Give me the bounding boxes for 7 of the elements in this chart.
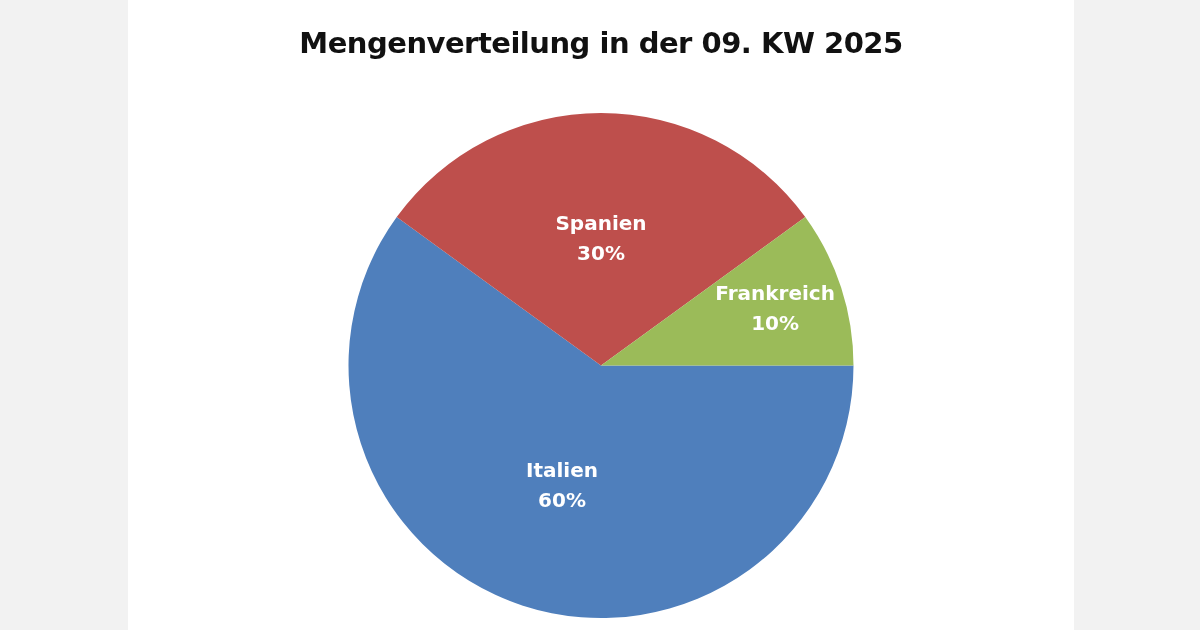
data-label: 60% <box>538 487 586 512</box>
chart-title: Mengenverteilung in der 09. KW 2025 <box>298 26 904 60</box>
slice-label: Frankreich <box>715 281 835 306</box>
slice-label: Italien <box>525 457 598 482</box>
slice-label: Spanien <box>555 211 647 236</box>
data-label: 30% <box>577 241 625 266</box>
data-label: 10% <box>751 311 800 336</box>
